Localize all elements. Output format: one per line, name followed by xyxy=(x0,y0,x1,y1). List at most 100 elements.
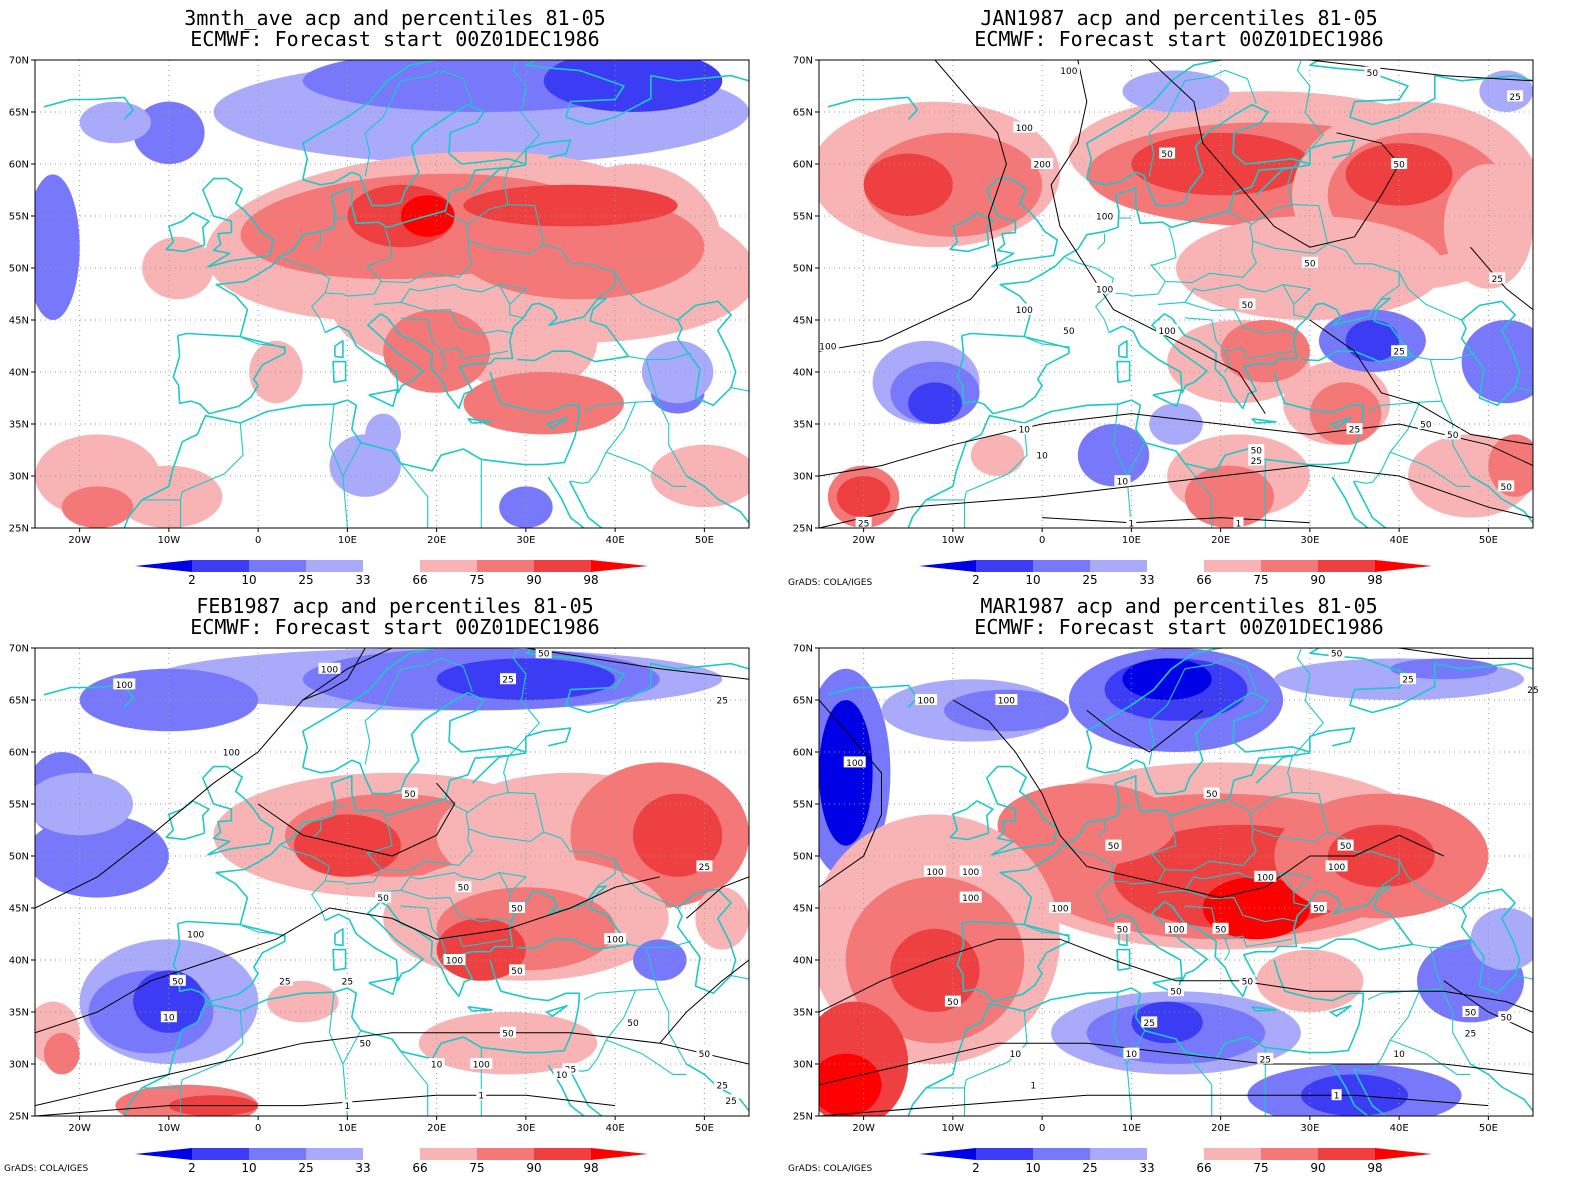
border-line xyxy=(1097,821,1106,838)
contour-label-bg xyxy=(276,974,293,986)
percentile-area xyxy=(1461,320,1533,404)
contour-label: 50 xyxy=(1215,925,1227,935)
lon-tick-label: 10W xyxy=(942,1123,965,1134)
percentile-area xyxy=(1390,658,1498,680)
contour-label-bg xyxy=(1013,303,1036,315)
lat-tick-label: 60N xyxy=(793,748,813,759)
coastline xyxy=(123,371,581,528)
contour-label: 50 xyxy=(511,905,523,915)
lat-tick-label: 35N xyxy=(9,1008,29,1019)
border-line xyxy=(381,212,473,284)
coastline xyxy=(907,371,1365,528)
lat-tick-label: 60N xyxy=(9,748,29,759)
lon-tick-label: 20W xyxy=(68,535,91,546)
percentile-area xyxy=(863,153,953,216)
contour-label-bg xyxy=(1391,345,1408,357)
lat-tick-label: 30N xyxy=(793,1060,813,1071)
contour-label: 10 xyxy=(1036,452,1048,462)
colorbar-segment xyxy=(1318,1148,1375,1160)
colorbar-tick-label: 90 xyxy=(1310,573,1325,587)
contour-label: 100 xyxy=(321,665,338,675)
coastline xyxy=(302,103,572,207)
contour-label: 25 xyxy=(1251,457,1262,467)
coastline xyxy=(324,901,424,982)
border-line xyxy=(1354,989,1421,1072)
lat-tick-label: 60N xyxy=(9,160,29,171)
map-panel-jan1987: JAN1987 acp and percentiles 81-05 ECMWF:… xyxy=(784,0,1574,590)
colorbar-segment xyxy=(192,560,249,572)
contour-label-bg xyxy=(696,1047,713,1059)
colorbar-arrow-high xyxy=(591,1148,648,1160)
border-line xyxy=(570,401,637,484)
colorbar-tick-label: 98 xyxy=(583,573,598,587)
colorbar-tick-label: 75 xyxy=(469,573,484,587)
contours xyxy=(819,60,1533,528)
contour-label-bg xyxy=(696,860,713,872)
colorbar-tick-label: 2 xyxy=(972,1161,980,1175)
percentile-area xyxy=(970,434,1025,477)
contour-label: 25 xyxy=(1143,1019,1154,1029)
colorbar-tick-label: 10 xyxy=(1025,573,1040,587)
panel-title: JAN1987 acp and percentiles 81-05 xyxy=(980,6,1378,30)
coastline xyxy=(302,60,749,180)
border-line xyxy=(499,284,528,305)
grads-credit: GrADS: COLA/IGES xyxy=(4,1164,89,1174)
lat-tick-label: 50N xyxy=(9,264,29,275)
percentile-area xyxy=(463,372,624,435)
colorbar-segment xyxy=(477,560,534,572)
border-line xyxy=(1441,988,1471,1065)
percentile-map: 25N 30N 35N 40N 45N 50N 55N 60N 65N 70N 20W 10W 0 10E… xyxy=(9,56,750,587)
contour-label-bg xyxy=(401,787,418,799)
colorbar: 2 10 25 33 66 75 90 98 xyxy=(919,1148,1432,1175)
lat-tick-label: 35N xyxy=(9,420,29,431)
coastline xyxy=(547,476,585,528)
percentile-area xyxy=(819,700,873,846)
border-line xyxy=(1224,351,1231,373)
contour-label: 100 xyxy=(1159,327,1176,337)
contour-label-bg xyxy=(1049,902,1071,913)
contour-line xyxy=(1148,60,1400,248)
contour-label: 100 xyxy=(607,936,624,946)
percentile-area xyxy=(1202,876,1310,940)
colorbar: 2 10 25 33 66 75 90 98 xyxy=(135,1148,648,1175)
colorbar-segment xyxy=(1090,560,1147,572)
lon-tick-label: 20W xyxy=(68,1123,91,1134)
contour-label: 50 xyxy=(1447,431,1459,441)
coastline xyxy=(1470,1063,1533,1112)
border-line xyxy=(1025,337,1070,348)
border-line xyxy=(400,463,429,528)
contour-label: 50 xyxy=(1465,1009,1477,1019)
contour-label: 50 xyxy=(377,894,389,904)
contour-label: 10 xyxy=(163,1014,175,1024)
coastline xyxy=(334,340,344,359)
coastline xyxy=(568,480,603,528)
border-line xyxy=(1158,283,1308,319)
lat-tick-label: 70N xyxy=(793,56,813,67)
percentile-area xyxy=(133,970,205,1033)
coastline xyxy=(1118,340,1128,359)
contour-label: 1 xyxy=(1129,519,1135,529)
border-line xyxy=(1148,69,1257,177)
percentile-area xyxy=(267,980,339,1023)
colorbar-tick-label: 10 xyxy=(241,573,256,587)
coastline xyxy=(999,754,1297,925)
coastline xyxy=(368,388,399,408)
lat-tick-label: 40N xyxy=(9,956,29,967)
border-line xyxy=(1398,271,1462,321)
border-line xyxy=(570,989,637,1072)
colorbar-segment xyxy=(1033,560,1090,572)
colorbar-segment xyxy=(1033,1148,1090,1160)
contour-label-bg xyxy=(113,678,136,690)
percentile-area xyxy=(133,101,205,164)
border-line xyxy=(1251,169,1293,225)
coastline xyxy=(1255,164,1311,196)
border-line xyxy=(468,828,616,887)
contour-label: 1 xyxy=(345,1102,351,1112)
contour-label: 50 xyxy=(627,1019,639,1029)
border-line xyxy=(400,1051,429,1116)
percentile-area xyxy=(1327,824,1435,888)
panel-subtitle: ECMWF: Forecast start 00Z01DEC1986 xyxy=(974,615,1384,639)
border-line xyxy=(1412,940,1476,949)
colorbar-tick-label: 33 xyxy=(1139,573,1154,587)
contour-label-bg xyxy=(1257,1052,1274,1064)
